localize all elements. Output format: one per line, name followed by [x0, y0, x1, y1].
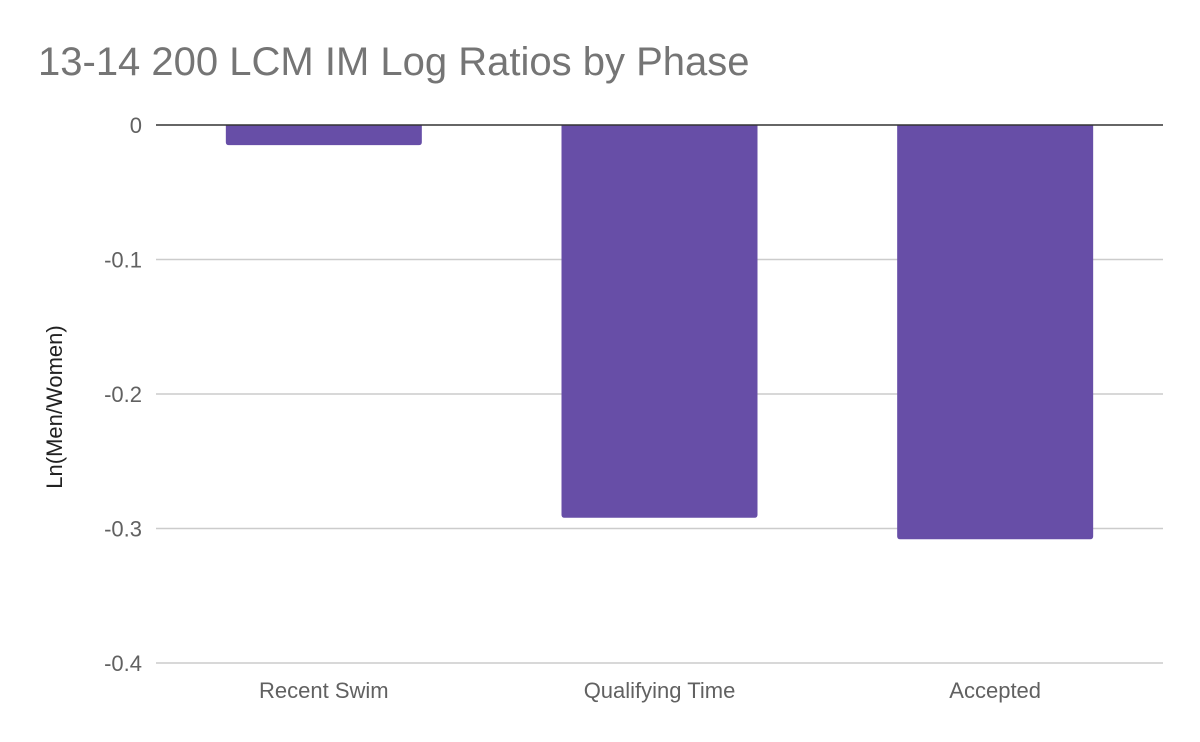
x-tick-label: Accepted — [949, 678, 1041, 703]
y-tick-label: -0.1 — [104, 248, 142, 273]
y-tick-label: -0.2 — [104, 382, 142, 407]
bar-qualifying-time — [561, 125, 758, 518]
x-tick-label: Qualifying Time — [584, 678, 736, 703]
y-axis-title: Ln(Men/Women) — [42, 325, 67, 488]
x-tick-label: Recent Swim — [259, 678, 389, 703]
bar-recent-swim — [225, 125, 422, 146]
y-tick-label: 0 — [130, 113, 142, 138]
chart-title: 13-14 200 LCM IM Log Ratios by Phase — [38, 40, 750, 84]
y-tick-label: -0.4 — [104, 651, 142, 676]
y-tick-label: -0.3 — [104, 517, 142, 542]
bar-accepted — [897, 125, 1094, 540]
bar-layer — [225, 125, 1094, 540]
y-tick-labels: 0 -0.1 -0.2 -0.3 -0.4 — [104, 113, 142, 676]
x-tick-labels: Recent Swim Qualifying Time Accepted — [259, 678, 1041, 703]
